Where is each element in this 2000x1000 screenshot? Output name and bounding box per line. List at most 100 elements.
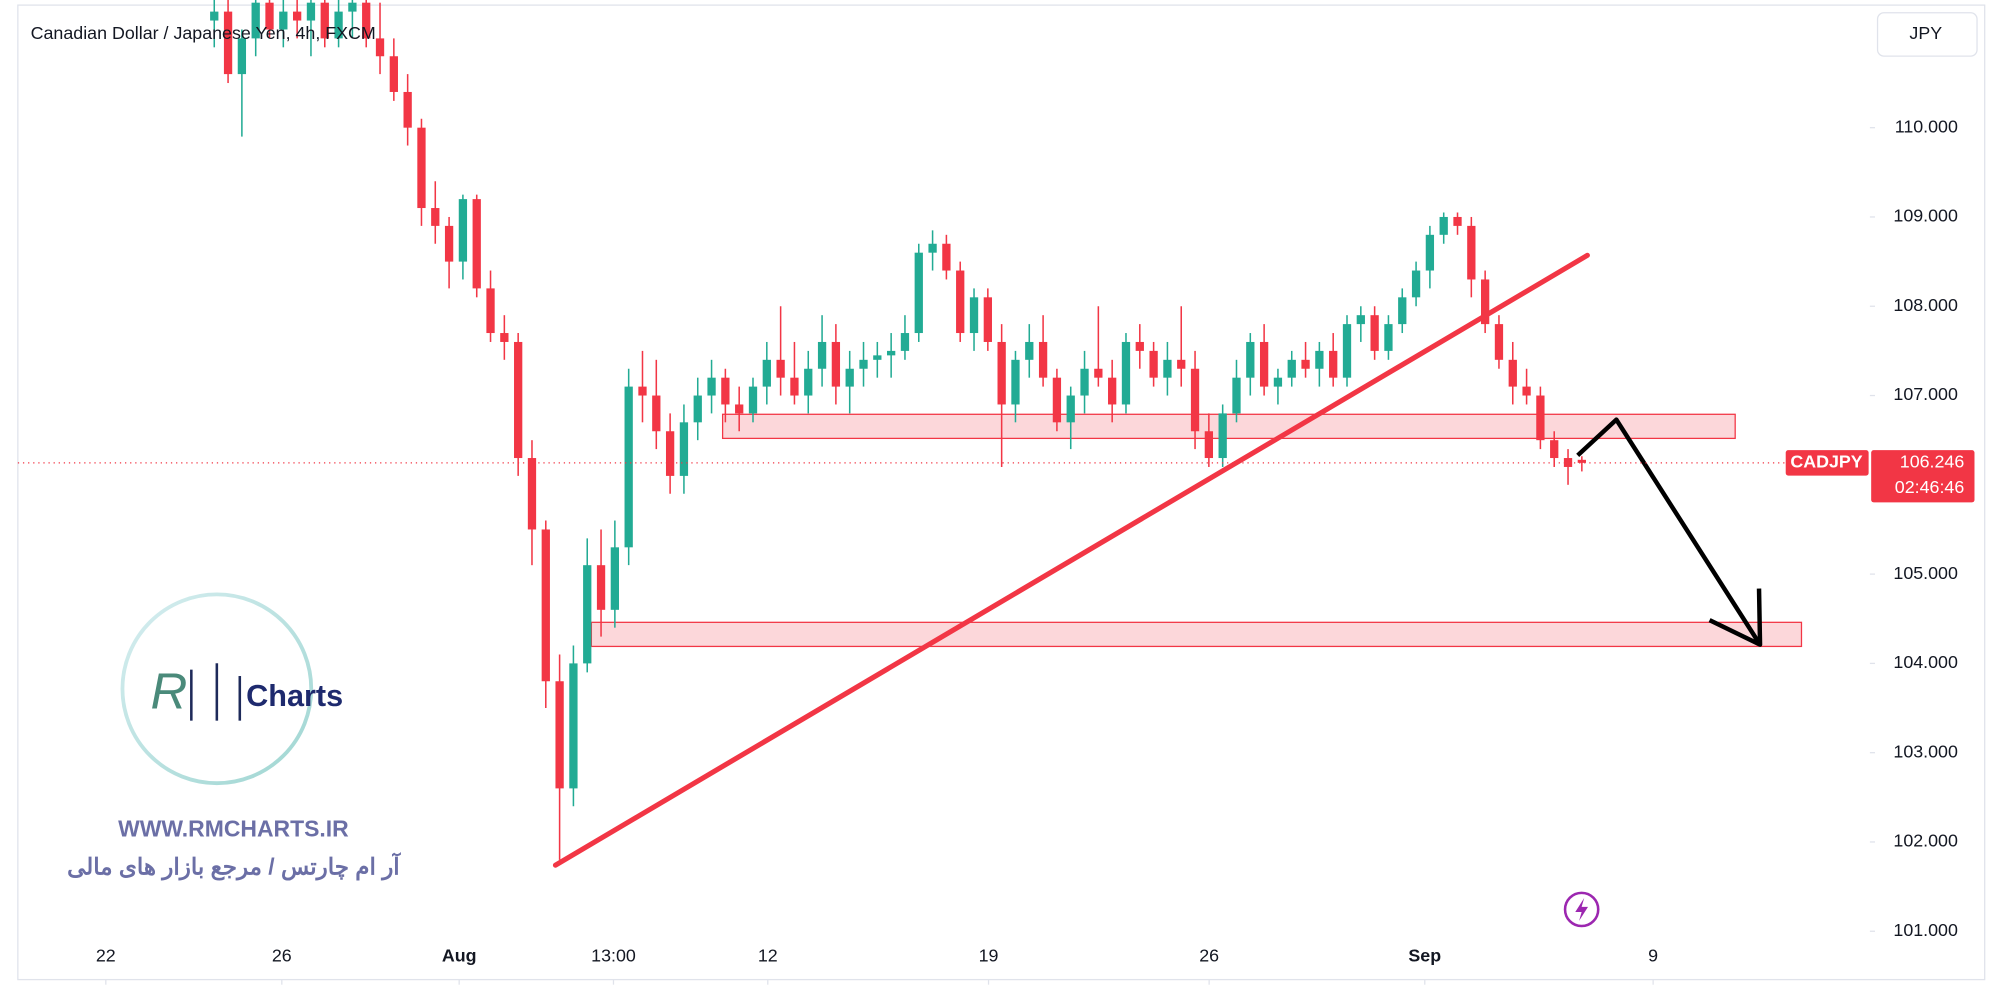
candle-body (1025, 341, 1034, 360)
candle-body (403, 91, 412, 128)
candle-body (362, 2, 371, 39)
candle-body (1356, 315, 1365, 325)
candle-body (679, 422, 689, 476)
arrow-head (1708, 588, 1763, 647)
zone (590, 621, 1803, 648)
x-tick-label: 9 (1648, 945, 1658, 965)
icon-bolt[interactable] (1575, 897, 1589, 921)
alert-icon[interactable] (1563, 891, 1600, 928)
candle-body (210, 11, 219, 21)
candle-body (375, 38, 385, 57)
symbol-label: CADJPY (1790, 452, 1862, 472)
candle-body (1177, 359, 1186, 369)
candle-body (1121, 341, 1131, 405)
symbol-tag (1785, 450, 1869, 476)
x-tick-label: 12 (758, 945, 778, 965)
candle-body (693, 395, 702, 423)
logo-ring (120, 592, 314, 786)
candle-body (762, 359, 771, 387)
candle-body (748, 386, 758, 414)
candle-body (942, 243, 951, 271)
icon-ring[interactable] (1563, 891, 1600, 928)
candle-body (721, 377, 730, 405)
candle-body (1149, 350, 1158, 378)
currency-label[interactable]: JPY (1909, 23, 1942, 43)
candle-body (1384, 324, 1393, 351)
candle-body (541, 529, 550, 682)
candle-body (1494, 324, 1504, 360)
zone (721, 413, 1736, 440)
candle-body (1536, 395, 1545, 441)
candle-body (831, 341, 841, 387)
candle-body (1135, 341, 1144, 351)
candle-body (251, 2, 260, 39)
watermark-tagline: آر ام چارتس / مرجع بازار های مالی (67, 852, 401, 882)
x-tick-label: 26 (1199, 945, 1219, 965)
candle-body (610, 547, 620, 610)
y-tick-label: 109.000 (1893, 206, 1958, 226)
x-tick-label: 22 (96, 945, 116, 965)
candle-body (665, 431, 675, 476)
candle-body (1190, 368, 1200, 432)
candle-body (223, 11, 233, 75)
candle-body (417, 127, 426, 209)
candle-body (1259, 341, 1269, 387)
currency-button[interactable] (1876, 12, 1978, 57)
candle-body (1508, 359, 1517, 387)
candle-body (1232, 377, 1241, 414)
candle-body (873, 355, 882, 360)
trendline (552, 252, 1590, 868)
candle-body (776, 359, 785, 378)
candle-body (1522, 386, 1531, 396)
candle-body (320, 2, 329, 39)
y-tick-label: 108.000 (1893, 295, 1958, 315)
candle-body (638, 386, 647, 396)
candle-body (1577, 459, 1586, 463)
candle-body (237, 38, 247, 75)
candle-body (1218, 413, 1227, 459)
candle-body (527, 458, 537, 530)
candle-body (707, 377, 716, 396)
price-label: 106.246 (1900, 452, 1965, 472)
candle-body (1108, 377, 1117, 405)
candle-body (1453, 216, 1462, 226)
candle-body (1563, 458, 1573, 467)
candle-body (596, 565, 606, 610)
chart-title: Canadian Dollar / Japanese Yen, 4h, FXCM (31, 23, 376, 43)
candle-body (389, 56, 398, 92)
candle-body (914, 252, 923, 334)
y-tick-label: 105.000 (1893, 563, 1958, 583)
y-tick-label: 103.000 (1893, 741, 1958, 761)
candle-body (790, 377, 799, 396)
candle-body (652, 395, 661, 432)
x-tick-label: 19 (979, 945, 999, 965)
candle-body (1204, 431, 1214, 459)
x-tick-label: Sep (1408, 945, 1441, 965)
candle-body (458, 199, 468, 262)
candle-body (514, 341, 523, 459)
candle-body (500, 333, 509, 342)
candle-body (1550, 440, 1559, 459)
candle-body (1481, 279, 1490, 325)
candle-body (1163, 359, 1172, 378)
candle-body (1398, 297, 1407, 325)
candle-body (472, 199, 481, 289)
x-tick-label: 26 (272, 945, 292, 965)
candle-body (1329, 350, 1338, 378)
x-tick-label: Aug (442, 945, 477, 965)
y-tick-label: 102.000 (1893, 831, 1958, 851)
price-tag (1871, 450, 1975, 503)
candle-body (1011, 359, 1020, 405)
candle-body (859, 359, 868, 369)
x-tick-label: 13:00 (591, 945, 636, 965)
candle-body (1411, 270, 1421, 298)
candle-body (969, 297, 979, 334)
countdown-label: 02:46:46 (1895, 477, 1965, 497)
candle-body (1301, 359, 1310, 369)
watermark: R Charts WWW.RMCHARTS.IR آر ام چارتس / م… (67, 592, 401, 882)
candle-body (845, 368, 854, 387)
candle-body (983, 297, 992, 342)
candle-body (265, 2, 274, 30)
candle-body (583, 565, 592, 664)
watermark-url: WWW.RMCHARTS.IR (118, 815, 349, 841)
